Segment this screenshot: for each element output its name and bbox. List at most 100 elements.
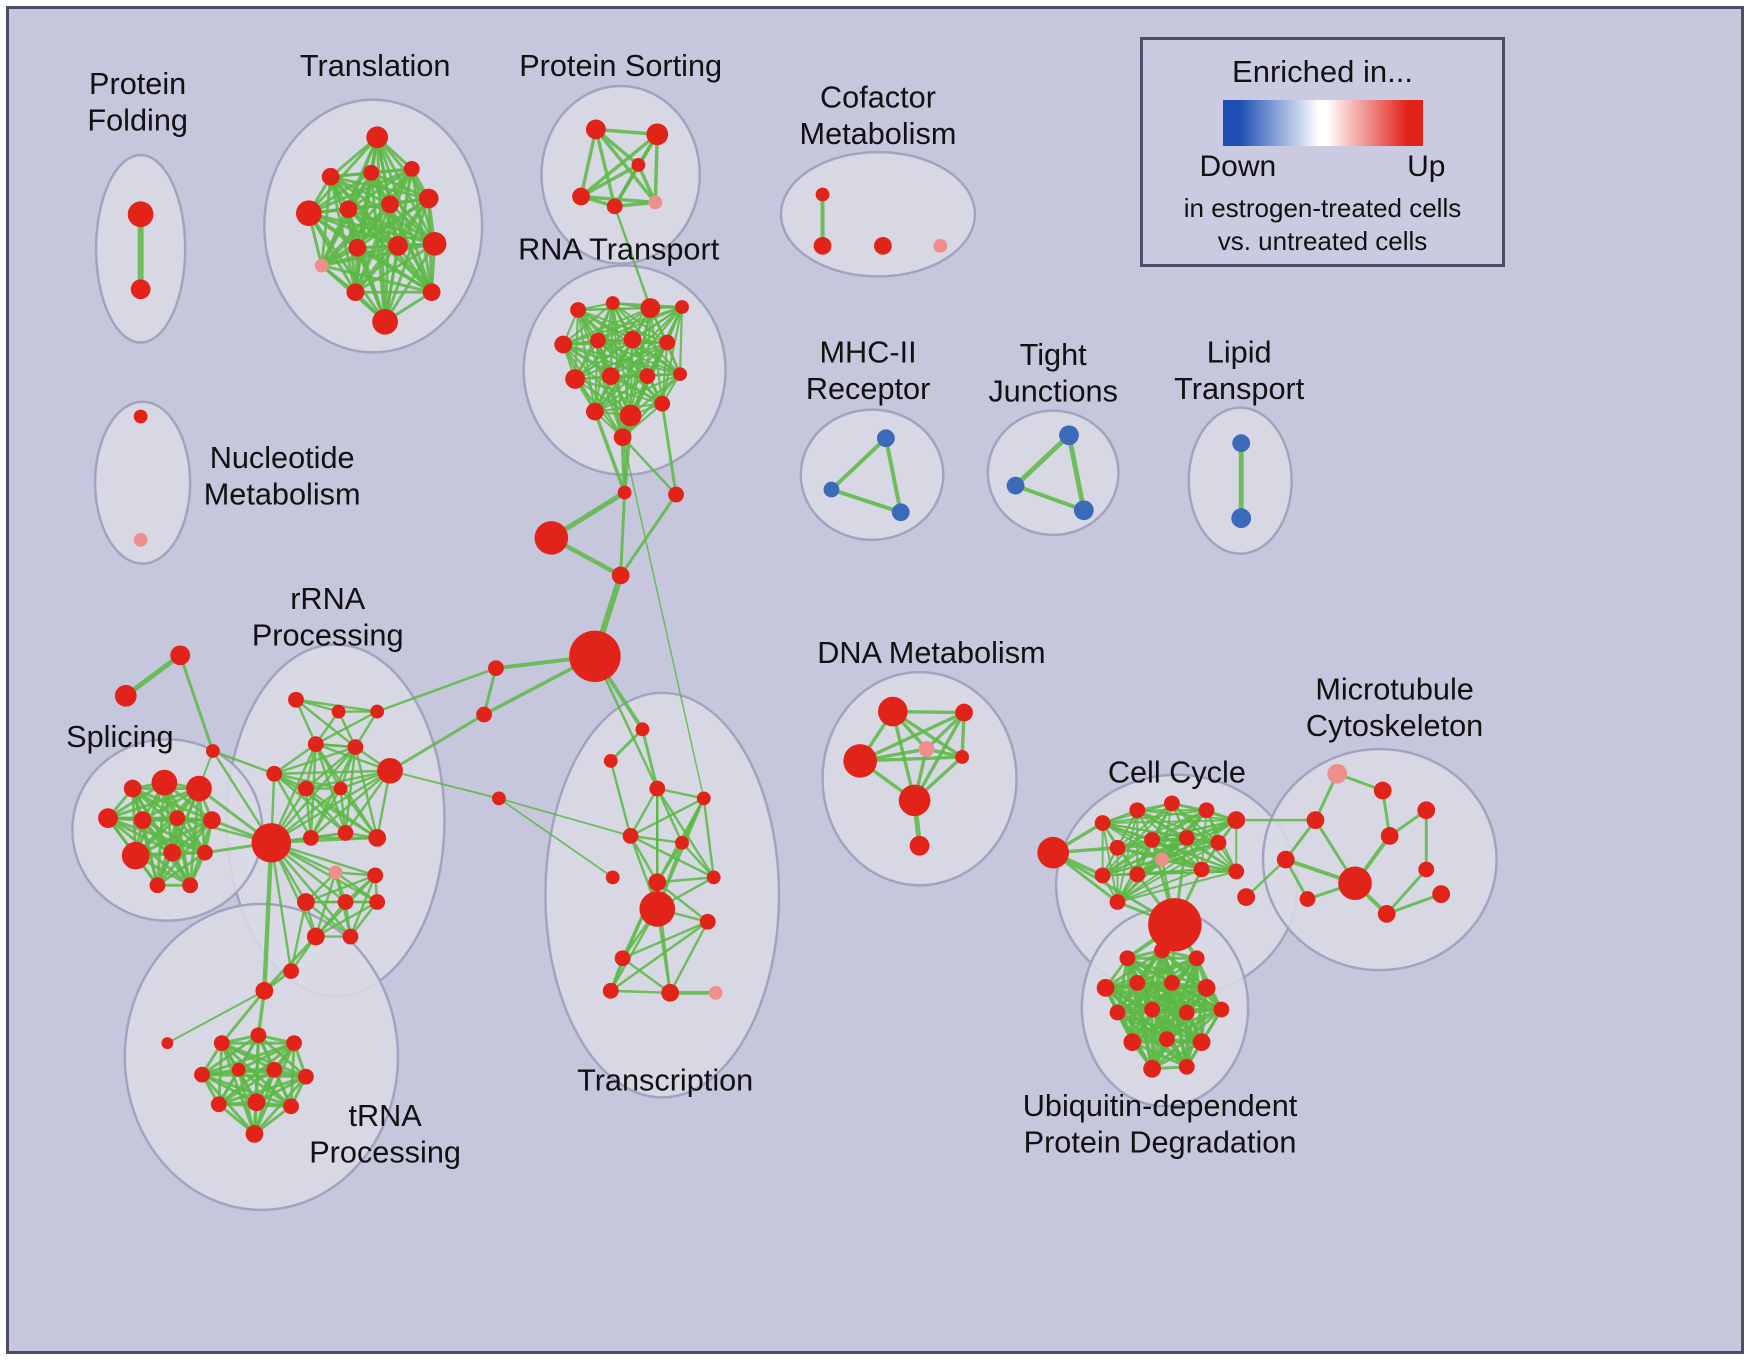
- network-edge: [829, 487, 903, 515]
- gene-set-node: [1163, 795, 1180, 812]
- cluster-label-rna-transport: RNA Transport: [518, 233, 720, 267]
- gene-set-node: [1417, 801, 1436, 820]
- gene-set-node: [127, 201, 154, 228]
- gene-set-node: [418, 188, 439, 209]
- gene-set-node: [955, 750, 970, 764]
- gene-set-node: [613, 428, 632, 447]
- network-edge: [273, 745, 357, 775]
- network-edge: [262, 840, 274, 994]
- gene-set-node: [302, 829, 319, 846]
- network-edge: [166, 989, 266, 1045]
- network-edge: [273, 769, 392, 775]
- network-edge: [304, 900, 352, 938]
- network-edge: [1116, 870, 1238, 904]
- network-edge: [307, 211, 387, 324]
- cluster-label-dna-metabolism: DNA Metabolism: [817, 636, 1045, 670]
- gene-set-node: [163, 843, 182, 862]
- gene-set-node: [369, 894, 386, 910]
- gene-set-node: [565, 369, 586, 389]
- gene-set-node: [1231, 508, 1252, 529]
- gene-set-node: [297, 780, 314, 797]
- gene-set-node: [1228, 863, 1245, 880]
- network-edge: [134, 818, 214, 858]
- network-edge: [383, 244, 400, 324]
- gene-set-node: [1327, 763, 1348, 784]
- network-edge: [1150, 1040, 1204, 1071]
- network-edge: [656, 881, 709, 923]
- gene-set-node: [1178, 1058, 1195, 1075]
- cluster-label-tight-junctions: Tight: [1020, 338, 1088, 372]
- cluster-label-translation: Translation: [300, 49, 451, 83]
- cluster-ellipse-trna-processing: [123, 902, 400, 1212]
- gene-set-node: [1037, 836, 1069, 869]
- network-edge: [1066, 432, 1087, 513]
- network-edge: [309, 787, 342, 840]
- gene-set-node: [130, 279, 151, 300]
- network-edge: [273, 742, 318, 775]
- network-edge: [320, 242, 437, 268]
- network-edge: [621, 436, 705, 800]
- cluster-ellipse-mhc-ii-receptor: [799, 408, 945, 542]
- gene-set-node: [366, 126, 389, 149]
- network-edge: [304, 787, 347, 835]
- gene-set-node: [121, 841, 150, 870]
- network-edge: [1385, 892, 1443, 916]
- gene-set-node: [297, 1068, 314, 1085]
- network-edge: [389, 769, 500, 800]
- gene-set-node: [169, 810, 186, 827]
- network-edge: [353, 244, 400, 294]
- gene-set-node: [661, 983, 680, 1002]
- network-edge: [593, 339, 599, 413]
- network-edge: [660, 402, 678, 496]
- gene-set-node: [491, 791, 506, 806]
- gene-set-node: [403, 160, 420, 177]
- network-edge: [1130, 1008, 1223, 1044]
- network-edge: [594, 127, 617, 209]
- cluster-label-mhc-ii-receptor: MHC-II: [820, 335, 917, 369]
- gene-set-node: [1178, 829, 1195, 846]
- gene-set-node: [205, 744, 220, 758]
- gene-set-node: [1059, 425, 1079, 446]
- gene-set-node: [654, 395, 671, 412]
- gene-set-node: [231, 1062, 246, 1077]
- gene-set-node: [186, 775, 212, 802]
- cluster-ellipse-nucleotide-metabolism: [93, 400, 192, 565]
- network-edge: [188, 787, 201, 887]
- cluster-label-rrna-processing: Processing: [252, 619, 404, 653]
- cluster-label-splicing: Splicing: [66, 720, 173, 754]
- gene-set-node: [377, 757, 403, 784]
- gene-set-node: [363, 164, 380, 181]
- network-edge: [273, 772, 347, 835]
- legend-caption-line1: in estrogen-treated cells: [1183, 193, 1462, 223]
- gene-set-node: [673, 367, 687, 382]
- gene-set-node: [170, 645, 191, 666]
- network-edge: [304, 769, 392, 790]
- enrichment-map-figure: Protein Folding Translation Protein Sorting…: [6, 6, 1744, 1354]
- legend-caption: in estrogen-treated cells vs. untreated …: [1143, 192, 1502, 258]
- network-edge: [1116, 868, 1203, 904]
- gene-set-node: [813, 236, 832, 255]
- gene-set-node: [306, 927, 325, 946]
- legend-gradient-bar: [1222, 100, 1423, 146]
- gene-set-node: [1188, 950, 1205, 967]
- network-edge: [574, 341, 669, 381]
- gene-set-node: [251, 823, 292, 863]
- network-edge: [574, 338, 634, 381]
- gene-set-node: [648, 195, 663, 210]
- cluster-label-cofactor-metabolism: Cofactor: [820, 81, 936, 115]
- gene-set-node: [589, 332, 606, 349]
- network-edge: [609, 374, 664, 405]
- gene-set-node: [1237, 888, 1256, 906]
- gene-set-node: [534, 521, 569, 555]
- gene-set-node: [283, 963, 299, 979]
- gene-set-node: [1163, 975, 1180, 991]
- cluster-label-nucleotide-metabolism: Metabolism: [204, 477, 361, 511]
- gene-set-node: [1155, 852, 1169, 867]
- gene-set-node: [1192, 1033, 1211, 1052]
- gene-set-node: [1119, 950, 1136, 967]
- gene-set-node: [337, 825, 354, 841]
- network-edge: [653, 132, 659, 205]
- network-edge: [1185, 986, 1209, 1069]
- gene-set-node: [1109, 839, 1126, 856]
